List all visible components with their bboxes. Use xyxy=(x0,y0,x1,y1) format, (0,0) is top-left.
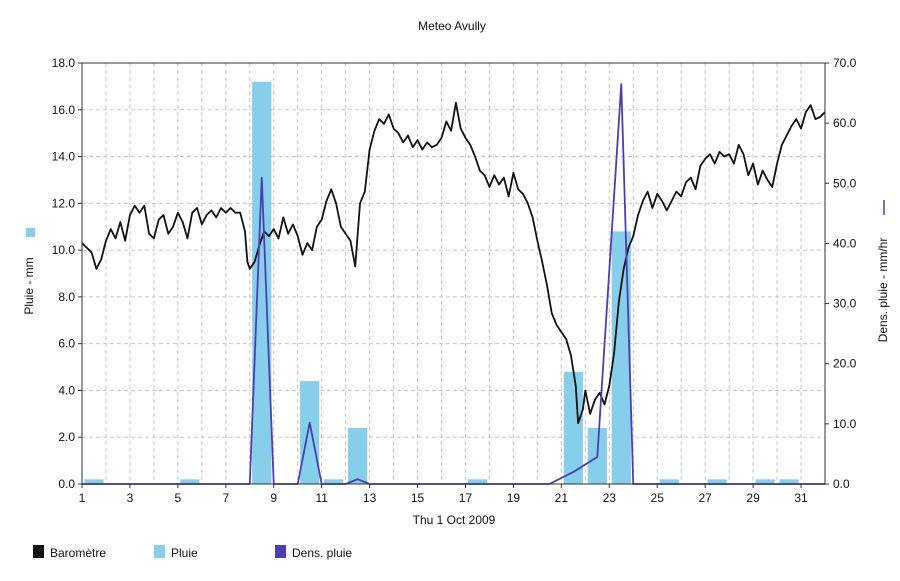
pluie-bar xyxy=(180,479,200,484)
y-left-tick-label: 12.0 xyxy=(52,196,76,210)
plot-frame xyxy=(81,62,826,485)
legend-label: Baromètre xyxy=(50,546,106,560)
x-tick-label: 25 xyxy=(651,491,665,505)
y-left-tick-label: 8.0 xyxy=(58,290,75,304)
legend-swatch xyxy=(275,545,286,558)
x-tick-label: 31 xyxy=(794,491,808,505)
y-right-tick-label: 50.0 xyxy=(833,176,857,190)
y-left-tick-label: 4.0 xyxy=(58,383,75,397)
y-left-tick-label: 14.0 xyxy=(52,150,76,164)
x-tick-label: 29 xyxy=(746,491,760,505)
plot-background xyxy=(82,63,825,484)
chart-title: Meteo Avully xyxy=(418,19,486,33)
x-tick-label: 23 xyxy=(603,491,617,505)
x-tick-label: 1 xyxy=(79,491,86,505)
legend-swatch xyxy=(154,545,165,558)
pluie-bar xyxy=(779,479,799,484)
y-axis-left-label: Pluie - mm xyxy=(22,257,36,314)
pluie-bar xyxy=(300,381,320,484)
x-tick-label: 17 xyxy=(459,491,473,505)
y-right-tick-label: 40.0 xyxy=(833,236,857,250)
y-left-tick-label: 10.0 xyxy=(52,243,76,257)
pluie-bar xyxy=(755,479,775,484)
y-right-tick-label: 70.0 xyxy=(833,56,857,70)
y-left-tick-label: 0.0 xyxy=(58,477,75,491)
y-axis-right-label: Dens. pluie - mm/hr xyxy=(876,238,890,343)
x-tick-label: 27 xyxy=(698,491,712,505)
x-tick-label: 13 xyxy=(363,491,377,505)
gridlines xyxy=(81,62,826,485)
y-left-tick-label: 2.0 xyxy=(58,430,75,444)
pluie-bar xyxy=(467,479,488,484)
pluie-bar xyxy=(252,81,272,484)
legend-swatch xyxy=(33,545,44,558)
y-right-tick-label: 20.0 xyxy=(833,357,857,371)
x-axis-label: Thu 1 Oct 2009 xyxy=(413,513,496,527)
pluie-bar xyxy=(659,479,679,484)
legend-label: Pluie xyxy=(171,546,198,560)
y-left-tick-label: 18.0 xyxy=(52,56,76,70)
x-tick-label: 15 xyxy=(411,491,425,505)
pluie-bar xyxy=(611,231,631,484)
pluie-bar xyxy=(84,479,104,484)
left-axis-series-marker xyxy=(26,228,35,237)
x-tick-label: 7 xyxy=(222,491,229,505)
pluie-bar xyxy=(324,479,344,484)
x-tick-label: 21 xyxy=(555,491,569,505)
y-right-tick-label: 0.0 xyxy=(833,477,850,491)
x-tick-label: 5 xyxy=(175,491,182,505)
y-left-tick-label: 16.0 xyxy=(52,103,76,117)
y-right-tick-label: 30.0 xyxy=(833,297,857,311)
x-tick-label: 19 xyxy=(507,491,521,505)
x-tick-label: 3 xyxy=(127,491,134,505)
legend: Baromètre Pluie Dens. pluie xyxy=(33,545,352,560)
barometre-line xyxy=(81,101,826,425)
pluie-bar xyxy=(348,427,368,484)
x-tick-label: 11 xyxy=(315,491,328,505)
pluie-bar xyxy=(707,479,727,484)
y-left-tick-label: 6.0 xyxy=(58,337,75,351)
y-right-tick-label: 60.0 xyxy=(833,116,857,130)
pluie-bar xyxy=(563,371,583,484)
x-tick-label: 9 xyxy=(270,491,277,505)
y-right-tick-label: 10.0 xyxy=(833,417,857,431)
tick-labels: 0.0 2.0 4.0 6.0 8.0 10.0 12.0 14.0 16.0 18.0 0.0 10… xyxy=(52,56,857,505)
legend-label: Dens. pluie xyxy=(292,546,352,560)
